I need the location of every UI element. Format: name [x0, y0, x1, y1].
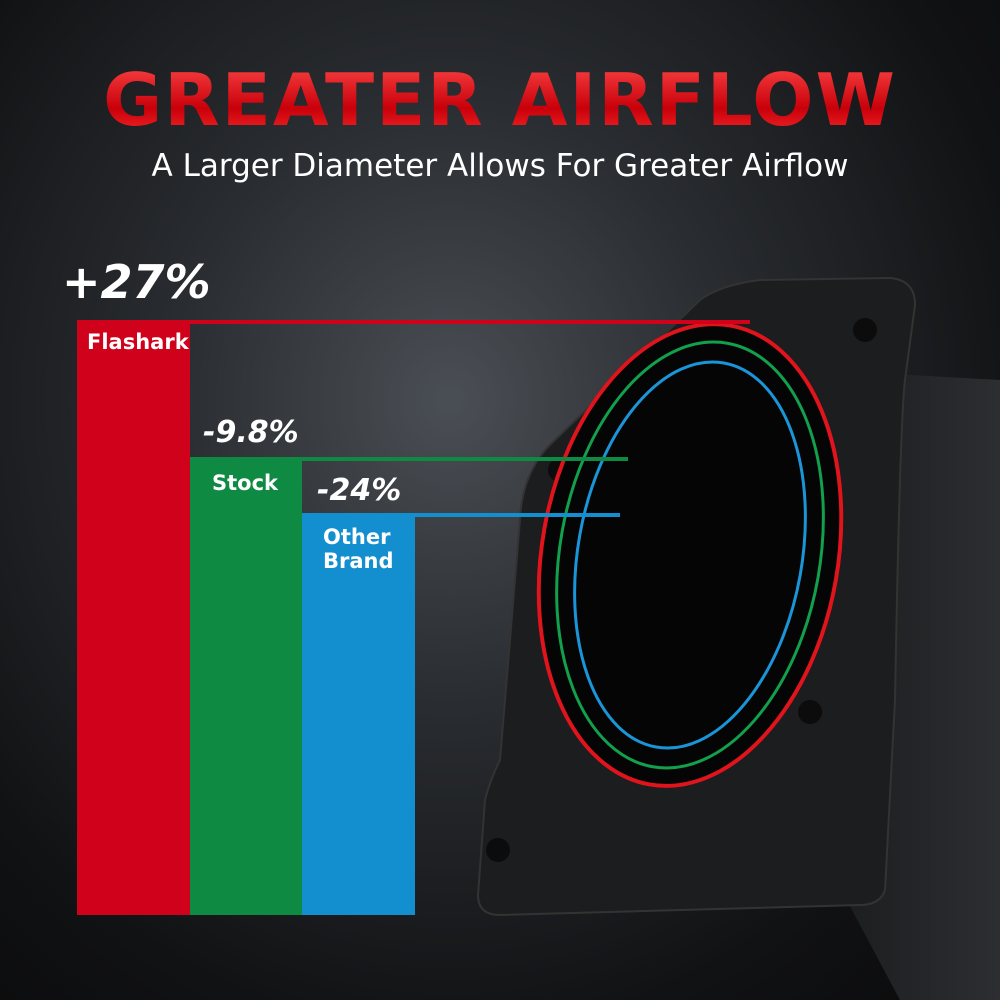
stock-diameter-ring [555, 340, 825, 770]
other-brand-diameter-ring [573, 360, 807, 750]
value-label-stock: -9.8% [203, 414, 299, 450]
other-brand-guide-line [415, 513, 620, 518]
bar-other-brand: Other Brand [302, 513, 415, 915]
value-label-other-brand: -24% [317, 473, 402, 509]
headline: GREATER AIRFLOW [0, 58, 1000, 142]
flashark-guide-line [190, 320, 750, 324]
value-label-flashark: +27% [62, 255, 211, 309]
subheadline: A Larger Diameter Allows For Greater Air… [151, 148, 849, 184]
bar-stock: Stock [190, 456, 302, 915]
bar-label-flashark: Flashark [87, 330, 189, 354]
bar-label-other-brand: Other Brand [323, 525, 394, 574]
stock-guide-line [302, 456, 628, 461]
bar-label-stock: Stock [212, 470, 279, 495]
flashark-diameter-ring [536, 322, 844, 788]
bar-flashark: Flashark [77, 320, 190, 915]
